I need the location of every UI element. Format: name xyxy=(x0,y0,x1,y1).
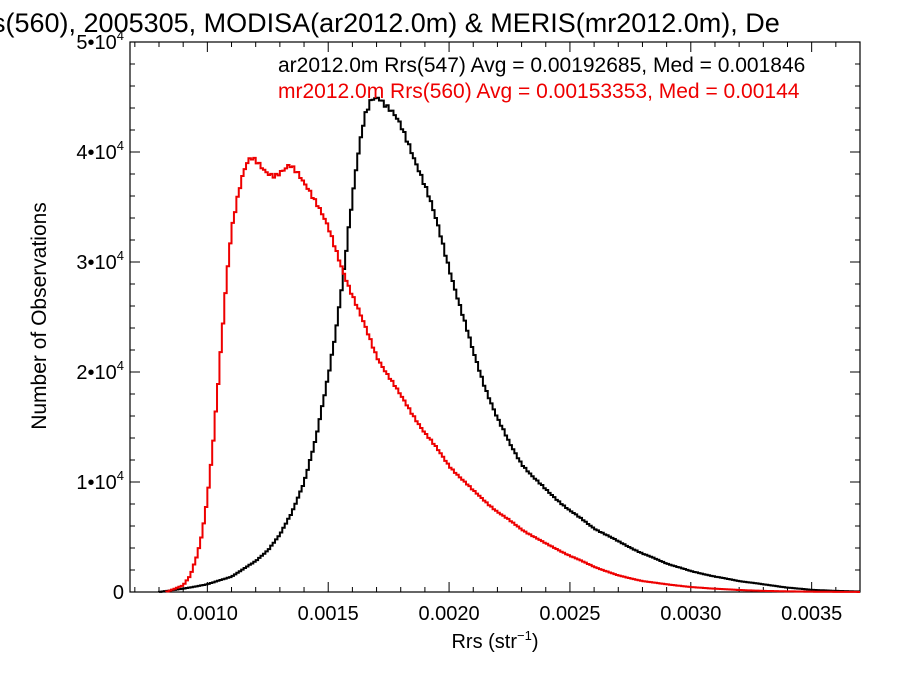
x-axis-label-main: Rrs (str xyxy=(451,631,517,653)
x-tick-label: 0.0010 xyxy=(177,603,238,625)
y-tick-label: 2•104 xyxy=(76,358,124,384)
x-tick-label: 0.0035 xyxy=(781,603,842,625)
legend-entry-1: ar2012.0m Rrs(547) Avg = 0.00192685, Med… xyxy=(278,54,805,77)
x-axis-label-close: ) xyxy=(532,631,539,653)
y-axis-label: Number of Observations xyxy=(28,202,51,430)
x-axis: 0.0010 0.0015 0.0020 0.0025 0.0030 0.0035 xyxy=(134,42,861,625)
y-tick-label: 4•104 xyxy=(76,138,124,164)
x-tick-label: 0.0020 xyxy=(418,603,479,625)
series-line-2 xyxy=(165,156,860,593)
x-tick-label: 0.0015 xyxy=(298,603,359,625)
legend: ar2012.0m Rrs(547) Avg = 0.00192685, Med… xyxy=(278,54,805,103)
x-tick-label: 0.0025 xyxy=(539,603,600,625)
plot-frame xyxy=(129,41,861,593)
y-tick-label: 3•104 xyxy=(76,248,124,274)
series-line-1 xyxy=(158,96,860,593)
legend-entry-2: mr2012.0m Rrs(560) Avg = 0.00153353, Med… xyxy=(278,80,800,103)
x-axis-label: Rrs (str−1) xyxy=(451,628,538,653)
x-tick-label: 0.0030 xyxy=(660,603,721,625)
plot-area-border xyxy=(129,41,861,593)
series-layer xyxy=(158,96,860,593)
chart-title: s(560), 2005305, MODISA(ar2012.0m) & MER… xyxy=(0,8,780,38)
y-tick-label: 0 xyxy=(113,582,124,604)
x-axis-label-superscript: −1 xyxy=(517,628,532,643)
y-axis: 0 1•104 2•104 3•104 4•104 5•104 xyxy=(76,28,860,604)
y-tick-label: 5•104 xyxy=(76,28,124,54)
y-tick-label: 1•104 xyxy=(76,468,124,494)
